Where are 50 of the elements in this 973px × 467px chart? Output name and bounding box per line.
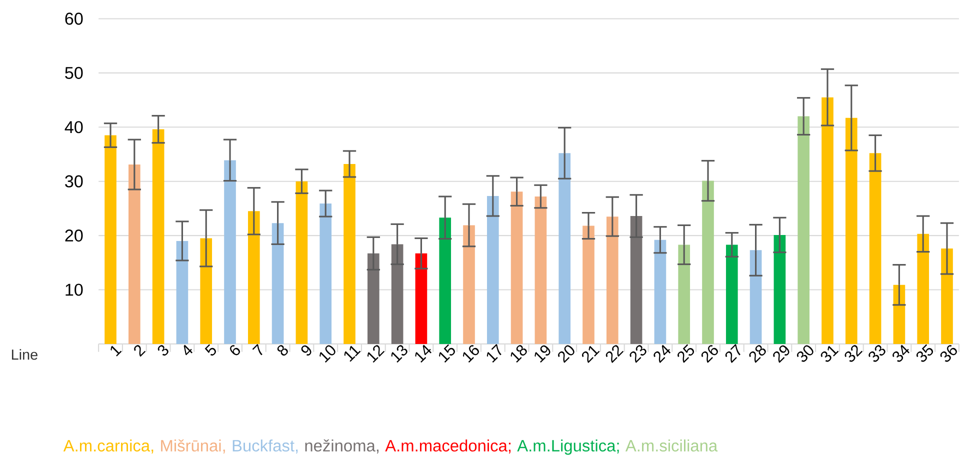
- x-tick-label: 25: [678, 344, 694, 363]
- x-tick-label: 24: [654, 344, 671, 363]
- x-tick-label: 30: [796, 345, 814, 362]
- x-tick-label: 17: [486, 344, 502, 363]
- x-tick-label: 16: [462, 345, 479, 363]
- x-tick-label: 33: [868, 345, 886, 362]
- text: Buckfast,: [232, 439, 298, 454]
- x-tick-label: 18: [510, 345, 527, 363]
- text: nežinoma,: [305, 439, 378, 454]
- x-tick-label: 31: [820, 346, 839, 362]
- text: Line: [12, 349, 38, 360]
- x-tick-label: 36: [940, 345, 957, 362]
- x-tick-label: 32: [844, 345, 863, 362]
- x-tick-label: 23: [630, 345, 646, 363]
- x-tick-label: 34: [892, 344, 910, 362]
- x-tick-label: 8: [277, 345, 288, 356]
- x-tick-label: 5: [204, 344, 216, 356]
- x-tick-label: 19: [534, 345, 550, 363]
- text: Mišrūnai,: [161, 439, 225, 454]
- text: A.m.carnica,: [63, 439, 154, 454]
- y-tick-label: 50: [65, 66, 83, 79]
- x-tick-label: 1: [110, 346, 122, 356]
- x-tick-label: 7: [252, 344, 262, 356]
- x-tick-label: 12: [367, 345, 385, 363]
- x-tick-label: 26: [701, 345, 718, 363]
- y-tick-label: 40: [64, 121, 83, 134]
- x-tick-label: 4: [184, 344, 193, 356]
- x-tick-label: 2: [134, 345, 146, 357]
- y-tick-label: 10: [66, 284, 83, 296]
- text: A.m.macedonica;: [385, 439, 511, 454]
- x-tick-label: 6: [230, 345, 240, 356]
- y-tick-label: 30: [65, 175, 83, 188]
- x-tick-label: 29: [773, 345, 790, 363]
- x-tick-label: 14: [415, 344, 432, 363]
- x-tick-label: 28: [749, 345, 766, 363]
- x-tick-label: 3: [158, 345, 168, 356]
- y-tick-label: 60: [65, 12, 83, 25]
- text: A.m.siciliana: [625, 439, 718, 452]
- x-tick-label: 10: [320, 345, 336, 363]
- y-tick-label: 20: [65, 229, 83, 242]
- x-tick-label: 13: [391, 345, 408, 363]
- x-tick-label: 9: [301, 345, 312, 356]
- x-tick-label: 35: [916, 344, 934, 362]
- x-tick-label: 15: [438, 344, 455, 363]
- x-tick-label: 22: [606, 345, 624, 363]
- x-tick-label: 11: [344, 346, 361, 362]
- x-tick-label: 27: [725, 344, 740, 363]
- x-tick-label: 20: [558, 345, 574, 363]
- x-tick-label: 21: [582, 346, 600, 363]
- text: A.m.Ligustica;: [517, 439, 619, 455]
